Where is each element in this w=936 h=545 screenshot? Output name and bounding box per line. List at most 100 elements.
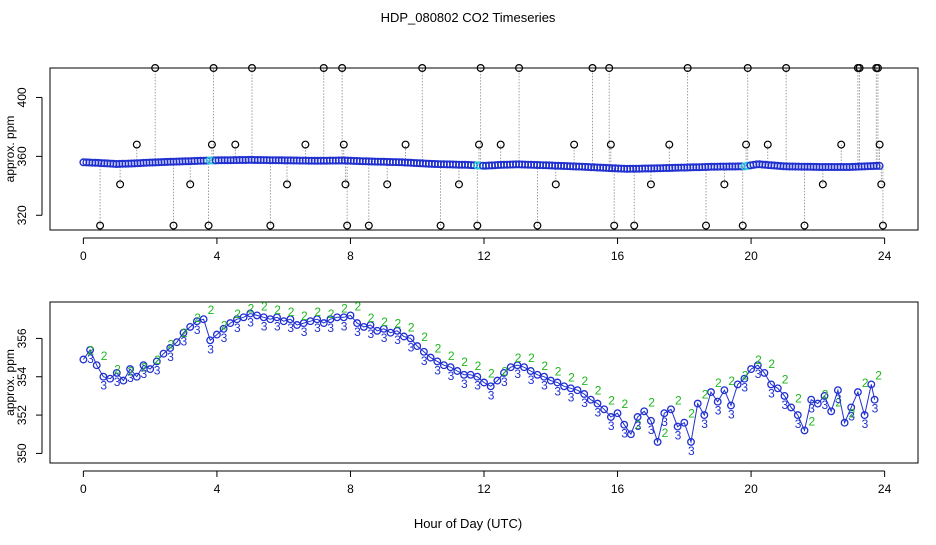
point-label: 3 — [835, 392, 842, 406]
point-label: 3 — [541, 379, 548, 393]
point-label: 2 — [568, 370, 575, 384]
data-point — [606, 413, 615, 421]
point-label: 2 — [809, 414, 816, 428]
data-point — [106, 374, 115, 383]
outlier-point — [588, 63, 597, 72]
data-point — [660, 409, 669, 418]
outlier-point — [474, 140, 483, 149]
point-label: 3 — [648, 423, 655, 437]
point-label: 3 — [327, 321, 334, 335]
outlier-point — [204, 221, 213, 230]
outlier-point — [800, 221, 809, 230]
x-tick-label: 12 — [477, 249, 491, 263]
data-point — [553, 378, 562, 387]
x-tick-label: 24 — [878, 482, 892, 496]
point-label: 2 — [381, 315, 388, 329]
point-label: 3 — [274, 319, 281, 333]
data-point — [286, 315, 295, 324]
point-label: 2 — [127, 365, 134, 379]
data-point — [433, 357, 442, 366]
point-label: 3 — [488, 388, 495, 402]
point-label: 2 — [154, 353, 161, 367]
data-point — [840, 418, 849, 427]
x-axis-label: Hour of Day (UTC) — [414, 516, 522, 531]
point-label: 3 — [114, 375, 121, 389]
point-label: 3 — [741, 381, 748, 395]
outlier-point — [151, 63, 160, 72]
outlier-point — [738, 221, 747, 230]
outlier-point — [570, 140, 579, 149]
point-label: 2 — [461, 355, 468, 369]
point-label: 3 — [167, 350, 174, 364]
data-point — [740, 374, 749, 383]
point-label: 3 — [701, 417, 708, 431]
data-point — [600, 405, 609, 414]
data-point — [767, 380, 776, 389]
data-point — [693, 399, 702, 408]
point-label: 3 — [822, 398, 829, 412]
point-label: 3 — [568, 390, 575, 404]
data-point — [146, 365, 155, 374]
data-point — [626, 430, 635, 439]
outlier-point — [418, 63, 427, 72]
data-point — [813, 399, 822, 408]
x-tick-label: 20 — [744, 249, 758, 263]
point-label: 2 — [141, 361, 148, 375]
outlier-point — [436, 221, 445, 230]
point-label: 3 — [635, 419, 642, 433]
outlier-point — [364, 221, 373, 230]
point-label: 3 — [261, 319, 268, 333]
point-label: 3 — [421, 354, 428, 368]
data-point — [827, 407, 836, 416]
point-label: 3 — [514, 367, 521, 381]
point-label: 3 — [194, 323, 201, 337]
data-point — [526, 367, 535, 375]
point-label: 2 — [555, 365, 562, 379]
point-label: 2 — [234, 307, 241, 321]
data-point — [753, 361, 762, 370]
data-point — [346, 311, 355, 320]
point-label: 2 — [528, 351, 535, 365]
outlier-point — [383, 180, 392, 189]
point-label: 2 — [608, 393, 615, 407]
data-point — [219, 324, 228, 333]
point-label: 3 — [221, 331, 228, 345]
point-label: 3 — [461, 377, 468, 391]
x-tick-label: 24 — [878, 249, 892, 263]
data-point — [500, 368, 508, 377]
point-label: 3 — [795, 417, 802, 431]
data-point — [707, 388, 715, 397]
data-point — [379, 324, 388, 333]
point-label: 3 — [408, 340, 415, 354]
outlier-point — [606, 140, 615, 149]
data-point — [152, 357, 161, 366]
outlier-point — [301, 140, 310, 149]
outlier-point — [605, 63, 614, 72]
point-label: 2 — [755, 353, 762, 367]
point-label: 2 — [168, 338, 175, 352]
point-label: 3 — [247, 316, 254, 330]
x-tick-label: 12 — [477, 482, 491, 496]
data-point — [720, 386, 729, 395]
point-label: 3 — [368, 327, 375, 341]
outlier-point — [646, 180, 655, 189]
data-point — [92, 361, 101, 370]
outlier-point — [630, 221, 639, 230]
point-label: 3 — [675, 429, 682, 443]
data-point — [633, 413, 642, 421]
point-label: 2 — [194, 311, 201, 325]
data-point — [493, 376, 502, 385]
point-label: 2 — [675, 393, 682, 407]
x-tick-label: 16 — [611, 249, 625, 263]
plot-frame — [49, 301, 919, 464]
point-label: 2 — [875, 368, 882, 382]
point-label: 2 — [475, 359, 482, 373]
data-point — [393, 326, 402, 335]
data-point — [159, 349, 168, 358]
point-label: 3 — [301, 325, 308, 339]
point-label: 3 — [728, 408, 735, 422]
outlier-point — [878, 221, 887, 230]
outlier-point — [247, 63, 256, 72]
